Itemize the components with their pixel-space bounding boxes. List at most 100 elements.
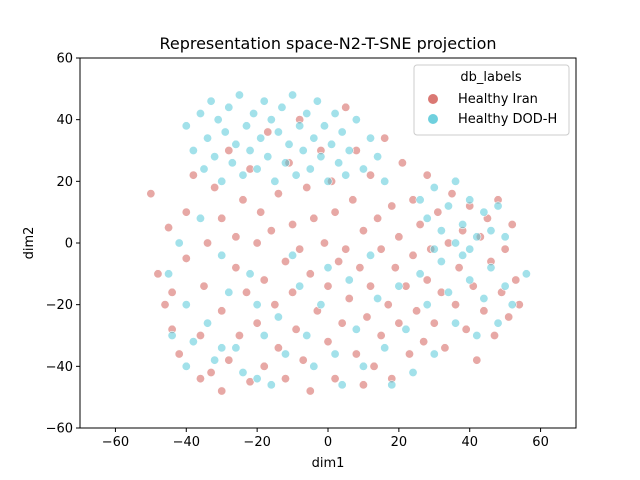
point-healthy-dod-h bbox=[415, 195, 425, 205]
point-healthy-dod-h bbox=[387, 380, 397, 390]
point-healthy-dod-h bbox=[203, 318, 213, 328]
legend: db_labels Healthy Iran Healthy DOD-H bbox=[413, 64, 570, 136]
point-healthy-dod-h bbox=[358, 361, 368, 371]
y-tick-label: 0 bbox=[65, 237, 73, 252]
point-healthy-iran bbox=[412, 306, 422, 316]
point-healthy-dod-h bbox=[351, 115, 361, 125]
point-healthy-iran bbox=[195, 374, 205, 384]
y-axis: −60 −40 −20 0 20 40 60 bbox=[46, 52, 80, 437]
point-healthy-iran bbox=[504, 312, 514, 322]
point-healthy-dod-h bbox=[351, 324, 361, 334]
point-healthy-dod-h bbox=[394, 281, 404, 291]
point-healthy-dod-h bbox=[323, 176, 333, 186]
chart-title: Representation space-N2-T-SNE projection bbox=[159, 34, 496, 53]
point-healthy-dod-h bbox=[443, 287, 453, 297]
point-healthy-dod-h bbox=[238, 170, 248, 180]
point-healthy-dod-h bbox=[305, 164, 315, 174]
point-healthy-iran bbox=[280, 374, 290, 384]
point-healthy-iran bbox=[490, 330, 500, 340]
point-healthy-dod-h bbox=[259, 96, 269, 106]
point-healthy-dod-h bbox=[330, 109, 340, 119]
point-healthy-iran bbox=[273, 189, 283, 199]
y-tick-label: −20 bbox=[46, 298, 73, 313]
point-healthy-iran bbox=[164, 223, 174, 233]
point-healthy-iran bbox=[433, 207, 443, 217]
point-healthy-dod-h bbox=[206, 96, 216, 106]
point-healthy-iran bbox=[380, 133, 390, 143]
point-healthy-dod-h bbox=[366, 133, 376, 143]
point-healthy-iran bbox=[231, 232, 241, 242]
x-tick-label: 40 bbox=[461, 435, 478, 450]
point-healthy-iran bbox=[295, 244, 305, 254]
point-healthy-dod-h bbox=[465, 275, 475, 285]
point-healthy-iran bbox=[206, 367, 216, 377]
y-axis-label: dim2 bbox=[22, 227, 37, 260]
point-healthy-dod-h bbox=[373, 152, 383, 162]
point-healthy-dod-h bbox=[458, 250, 468, 260]
point-healthy-iran bbox=[309, 213, 319, 223]
point-healthy-dod-h bbox=[373, 293, 383, 303]
point-healthy-dod-h bbox=[472, 232, 482, 242]
point-healthy-dod-h bbox=[429, 244, 439, 254]
point-healthy-iran bbox=[373, 213, 383, 223]
y-tick-label: 20 bbox=[56, 175, 73, 190]
point-healthy-dod-h bbox=[245, 269, 255, 279]
y-tick-label: 60 bbox=[56, 52, 73, 67]
y-tick-label: 40 bbox=[56, 113, 73, 128]
x-tick-label: −40 bbox=[173, 435, 200, 450]
point-healthy-dod-h bbox=[493, 201, 503, 211]
point-healthy-iran bbox=[273, 343, 283, 353]
point-healthy-iran bbox=[376, 330, 386, 340]
point-healthy-dod-h bbox=[451, 176, 461, 186]
point-healthy-dod-h bbox=[486, 226, 496, 236]
point-healthy-dod-h bbox=[436, 256, 446, 266]
point-healthy-iran bbox=[330, 374, 340, 384]
point-healthy-dod-h bbox=[273, 127, 283, 137]
point-healthy-dod-h bbox=[429, 349, 439, 359]
point-healthy-iran bbox=[383, 300, 393, 310]
point-healthy-iran bbox=[174, 349, 184, 359]
point-healthy-dod-h bbox=[266, 380, 276, 390]
point-healthy-iran bbox=[146, 189, 156, 199]
point-healthy-iran bbox=[454, 263, 464, 273]
point-healthy-iran bbox=[362, 312, 372, 322]
point-healthy-dod-h bbox=[408, 367, 418, 377]
point-healthy-iran bbox=[394, 232, 404, 242]
point-healthy-dod-h bbox=[280, 349, 290, 359]
point-healthy-iran bbox=[351, 349, 361, 359]
point-healthy-dod-h bbox=[227, 158, 237, 168]
point-healthy-dod-h bbox=[479, 293, 489, 303]
point-healthy-iran bbox=[337, 318, 347, 328]
point-healthy-iran bbox=[507, 220, 517, 230]
point-healthy-dod-h bbox=[295, 121, 305, 131]
point-healthy-dod-h bbox=[164, 269, 174, 279]
point-healthy-dod-h bbox=[465, 244, 475, 254]
point-healthy-iran bbox=[217, 386, 227, 396]
point-healthy-dod-h bbox=[323, 263, 333, 273]
point-healthy-iran bbox=[429, 318, 439, 328]
point-healthy-iran bbox=[479, 306, 489, 316]
point-healthy-dod-h bbox=[380, 176, 390, 186]
point-healthy-dod-h bbox=[181, 300, 191, 310]
legend-title: db_labels bbox=[460, 70, 521, 85]
point-healthy-dod-h bbox=[337, 127, 347, 137]
point-healthy-iran bbox=[252, 318, 262, 328]
point-healthy-dod-h bbox=[451, 318, 461, 328]
x-tick-label: −20 bbox=[243, 435, 270, 450]
point-healthy-iran bbox=[234, 330, 244, 340]
point-healthy-iran bbox=[288, 287, 298, 297]
point-healthy-iran bbox=[323, 337, 333, 347]
point-healthy-iran bbox=[511, 275, 521, 285]
point-healthy-iran bbox=[231, 263, 241, 273]
point-healthy-dod-h bbox=[316, 300, 326, 310]
point-healthy-dod-h bbox=[273, 312, 283, 322]
point-healthy-iran bbox=[280, 256, 290, 266]
point-healthy-dod-h bbox=[521, 269, 531, 279]
point-healthy-iran bbox=[419, 337, 429, 347]
point-healthy-iran bbox=[394, 318, 404, 328]
legend-marker-healthy-dod-h bbox=[428, 114, 438, 124]
point-healthy-dod-h bbox=[270, 176, 280, 186]
point-healthy-iran bbox=[500, 244, 510, 254]
point-healthy-dod-h bbox=[195, 109, 205, 119]
point-healthy-iran bbox=[305, 269, 315, 279]
